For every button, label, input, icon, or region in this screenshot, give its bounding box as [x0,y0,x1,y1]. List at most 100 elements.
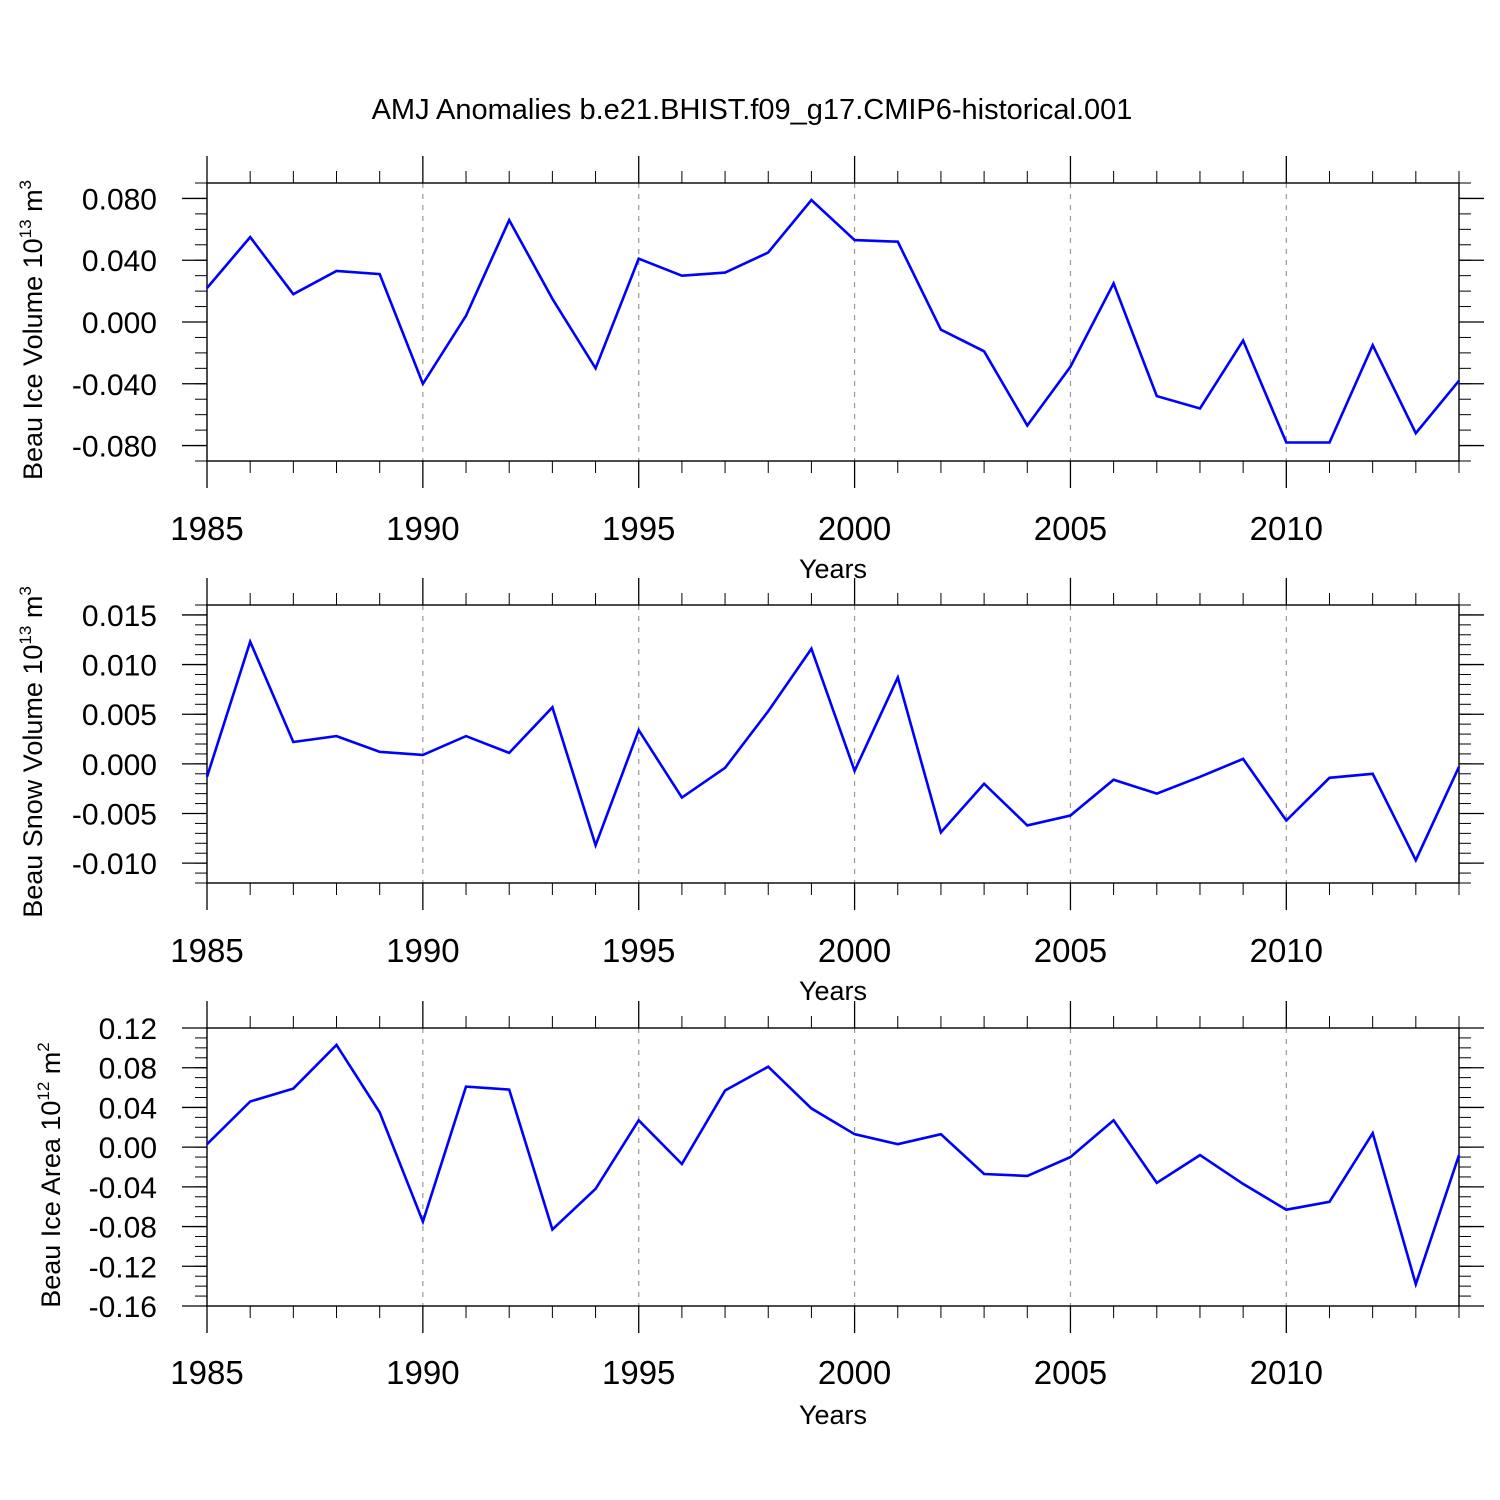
data-point [1285,1208,1288,1211]
data-point [1415,859,1417,861]
x-tick-label: 2005 [1034,932,1107,969]
plot-frame [206,604,1460,884]
data-point [508,752,511,754]
y-tick-label: -0.08 [89,1212,157,1245]
data-point [1371,772,1374,775]
y-tick-label: 0.12 [99,1013,157,1046]
x-tick-label: 2000 [818,932,891,969]
data-point [249,236,251,238]
data-point [1371,1132,1374,1135]
data-point [1328,441,1331,444]
y-axis-label: Beau Snow Volume 1013 m3 [16,586,48,918]
data-point [1026,424,1029,427]
y-tick-label: 0.000 [82,749,157,782]
data-point [1199,407,1201,410]
data-point [594,1188,597,1190]
data-point [1285,441,1288,444]
data-point [378,1111,381,1114]
data-point [249,1100,251,1103]
data-point [767,1065,770,1068]
data-point [1242,339,1244,342]
data-point [681,796,683,799]
data-point [1242,758,1244,760]
data-point [335,735,338,737]
data-point [896,676,899,679]
data-point [637,1119,640,1122]
data-point [637,257,640,260]
data-point [551,706,554,709]
data-point [1155,395,1158,397]
plot-frame [206,1027,1460,1307]
data-point [1069,365,1072,368]
y-tick-label: 0.000 [82,307,157,340]
y-tick-label: 0.08 [99,1053,157,1086]
data-point [767,710,770,713]
data-point [335,270,338,272]
data-point [810,199,813,201]
data-point [1371,344,1374,346]
data-point [1199,1154,1201,1156]
x-tick-label: 1985 [170,1354,243,1391]
x-tick-label: 1985 [170,510,243,547]
data-point [1026,1175,1029,1177]
data-point [853,239,856,241]
data-point [465,1085,467,1088]
panel-1: -0.080 -0.040 0.000 0.040 0.080 1985 1990 1995 2… [16,156,1484,584]
data-point [810,647,813,650]
plot-frame [206,182,1460,462]
chart-panels: -0.080 -0.040 0.000 0.040 0.080 1985 1990 1995 2… [16,156,1484,1430]
data-point [724,271,726,274]
series-line [206,198,1461,444]
x-tick-label: 2000 [818,510,891,547]
y-tick-label: -0.005 [72,799,157,832]
y-tick-label: -0.010 [72,848,157,881]
y-tick-label: 0.04 [99,1092,157,1125]
y-axis-label: Beau Ice Volume 1013 m3 [16,180,48,480]
data-point [1112,1119,1115,1122]
data-point [249,640,251,643]
panel-2: -0.010 -0.005 0.000 0.005 0.010 0.015 1985 1990… [16,578,1484,1006]
x-tick-label: 1995 [602,932,675,969]
data-point [1069,814,1072,817]
data-point [1415,1283,1417,1285]
data-point [983,350,985,353]
chart-title: AMJ Anomalies b.e21.BHIST.f09_g17.CMIP6-… [372,94,1133,126]
data-point [940,831,942,834]
data-point [940,1133,942,1136]
data-point [378,751,381,753]
data-point [810,1107,813,1110]
x-tick-label: 2005 [1034,510,1107,547]
x-tick-label: 2000 [818,1354,891,1391]
y-tick-label: -0.16 [89,1291,157,1324]
x-tick-label: 1990 [386,1354,459,1391]
data-point [465,315,467,317]
x-tick-label: 1995 [602,1354,675,1391]
y-tick-label: 0.005 [82,699,157,732]
y-tick-label: 0.040 [82,245,157,278]
x-tick-label: 1995 [602,510,675,547]
data-point [594,367,597,370]
data-point [1069,1156,1072,1158]
data-point [1458,379,1460,382]
data-point [1199,775,1201,778]
data-point [1458,1154,1460,1156]
data-point [853,1133,856,1136]
data-point [422,382,424,385]
data-point [508,219,511,221]
data-point [1328,1200,1331,1203]
y-tick-label: -0.12 [89,1251,157,1284]
y-tick-label: -0.04 [89,1172,157,1205]
data-point [206,775,208,778]
data-point [335,1044,338,1046]
x-tick-label: 2010 [1250,932,1323,969]
data-point [1112,778,1115,781]
x-tick-label: 2010 [1250,510,1323,547]
y-tick-label: -0.040 [72,369,157,402]
x-axis-label: Years [799,1400,867,1430]
x-tick-label: 1985 [170,932,243,969]
data-point [551,298,554,300]
x-axis-label: Years [799,554,867,584]
data-point [767,251,770,254]
data-point [1328,776,1331,779]
data-point [378,273,381,275]
